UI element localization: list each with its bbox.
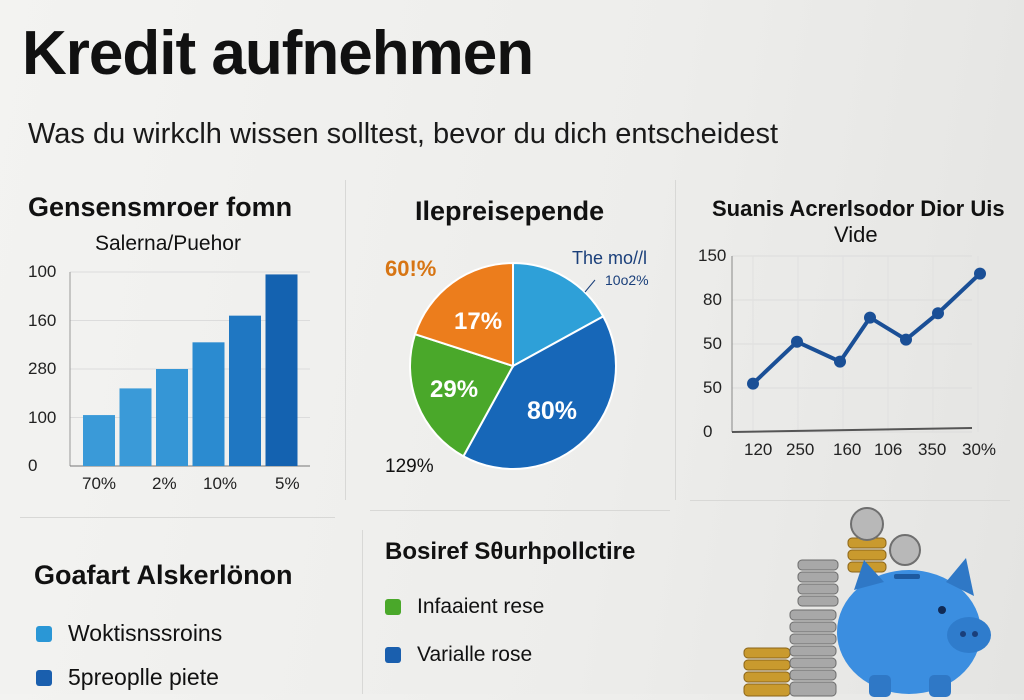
data-point — [974, 267, 986, 280]
pie-chart-title: Ilepreisepende — [415, 196, 605, 226]
x-tick-label: 5% — [275, 474, 300, 493]
legend-swatch — [385, 647, 401, 663]
data-point — [900, 333, 912, 346]
x-tick-label: 250 — [786, 440, 815, 459]
pie-slice — [409, 332, 515, 458]
x-tick-label: 160 — [833, 440, 862, 459]
pie-slice — [462, 315, 617, 470]
legend-label: Varialle rose — [417, 643, 533, 666]
divider — [370, 510, 670, 511]
x-tick-label: 10% — [203, 474, 238, 493]
bar — [265, 274, 298, 466]
x-tick-label: 350 — [918, 440, 947, 459]
legend-item: 5preoplle piete — [36, 664, 219, 691]
bar — [83, 415, 115, 466]
divider — [345, 180, 346, 500]
data-point — [932, 307, 944, 320]
line-series — [751, 272, 982, 386]
y-tick-label: 160 — [28, 310, 57, 330]
divider — [20, 517, 335, 518]
left-panel-title: Goafart Alskerlönon — [34, 560, 293, 590]
divider — [690, 500, 1010, 501]
bar-chart — [69, 271, 310, 467]
legend-item: Infaaient rese — [385, 595, 544, 619]
legend-swatch — [385, 599, 401, 615]
data-point — [747, 377, 759, 390]
x-tick-label: 70% — [82, 474, 117, 493]
y-tick-label: 100 — [28, 262, 57, 281]
x-tick-label: 30% — [962, 440, 997, 459]
line-chart — [731, 255, 986, 433]
legend-item: Woktisnssroins — [36, 620, 222, 647]
pie-slice-label: 17% — [454, 308, 503, 335]
legend-item: Varialle rose — [385, 643, 532, 667]
line-chart-subtitle: Vide — [834, 222, 878, 247]
y-tick-label: 50 — [703, 334, 722, 353]
bar — [119, 388, 152, 466]
y-tick-label: 150 — [698, 246, 727, 265]
y-tick-label: 0 — [28, 456, 38, 475]
data-point — [864, 311, 876, 324]
pie-slice-label: 80% — [527, 397, 578, 425]
legend-swatch — [36, 669, 52, 686]
pie-slice — [413, 261, 514, 368]
bar-chart-subtitle: Salerna/Puehor — [95, 232, 241, 255]
legend-label: Woktisnssroins — [68, 620, 223, 646]
legend-swatch — [36, 625, 52, 642]
y-tick-label: 0 — [703, 422, 713, 441]
x-axis — [731, 427, 973, 433]
pie-outer-label: The mo//l — [572, 248, 648, 268]
divider — [675, 180, 676, 500]
data-point — [791, 335, 803, 348]
pie-outer-label: 60!% — [385, 256, 437, 281]
x-tick-label: 2% — [152, 474, 177, 493]
y-tick-label: 280 — [28, 359, 57, 378]
bar — [229, 315, 261, 466]
x-tick-label: 106 — [874, 440, 903, 459]
middle-panel-title: Bosiref Sθurhpollctire — [385, 538, 636, 565]
pie-slice — [512, 261, 605, 368]
divider — [362, 530, 363, 694]
page-title: Kredit aufnehmen — [22, 19, 534, 88]
data-point — [834, 355, 846, 368]
pie-outer-label: 129% — [385, 456, 434, 477]
page-subtitle: Was du wirkclh wissen solltest, bevor du… — [28, 118, 779, 150]
bar — [192, 342, 225, 466]
leader-line — [584, 279, 596, 293]
line-chart-title: Suanis Acrerlsodor Dior Uis — [712, 196, 1005, 221]
bar — [156, 369, 188, 466]
piggy-bank-with-coins-icon — [743, 507, 991, 697]
x-tick-label: 120 — [744, 440, 773, 459]
legend-label: 5preoplle piete — [68, 664, 219, 690]
pie-outer-label: 10o2% — [605, 272, 649, 288]
pie-slice-label: 29% — [430, 376, 479, 403]
pie-chart — [409, 261, 617, 470]
y-tick-label: 80 — [703, 290, 722, 309]
y-tick-label: 100 — [28, 407, 57, 427]
bar-chart-title: Gensensmroer fomn — [28, 192, 293, 222]
y-tick-label: 50 — [703, 378, 722, 397]
legend-label: Infaaient rese — [417, 595, 545, 618]
